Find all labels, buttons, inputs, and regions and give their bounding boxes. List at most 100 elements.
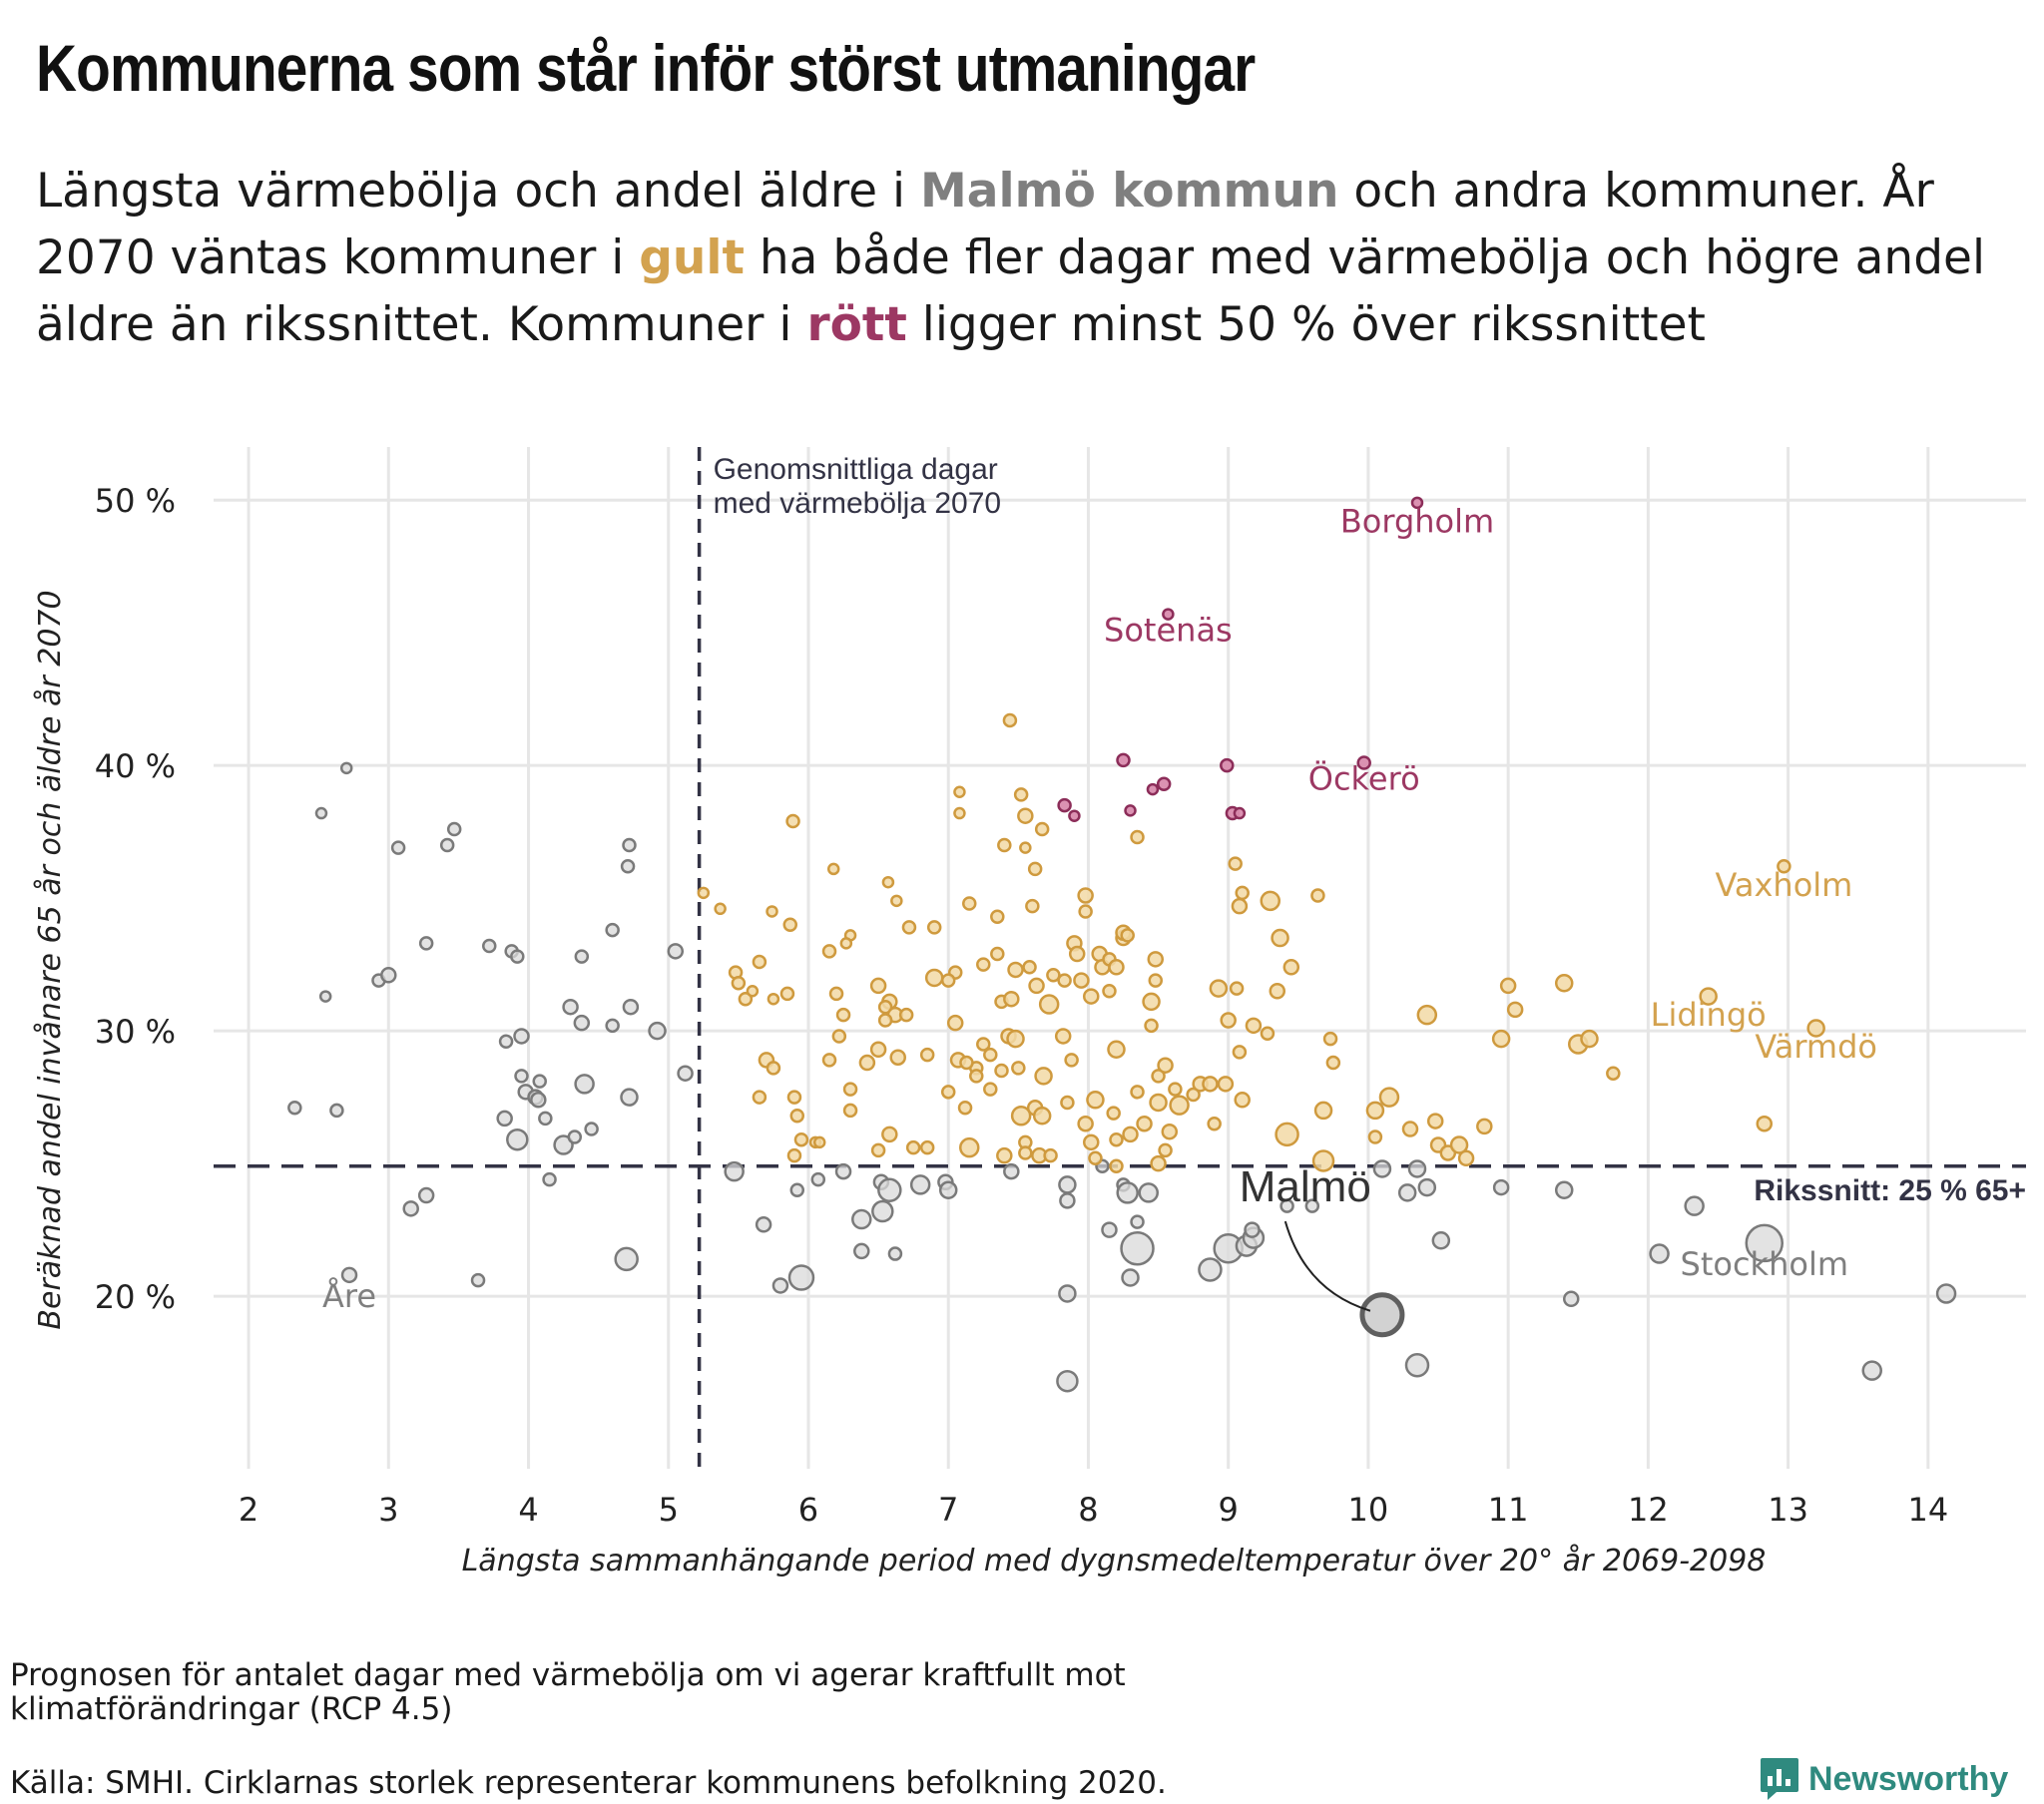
- x-tick-label: 6: [798, 1491, 818, 1529]
- logo-text: Newsworthy: [1808, 1759, 2009, 1798]
- data-point-grey: [287, 1101, 302, 1116]
- data-point-gold: [1506, 1001, 1524, 1019]
- data-point-grey: [1492, 1178, 1510, 1196]
- data-point-grey: [496, 1110, 513, 1128]
- data-point-gold: [714, 902, 727, 916]
- data-point-gold: [924, 968, 944, 988]
- data-point-grey: [877, 1177, 902, 1202]
- data-point-gold: [842, 1103, 858, 1119]
- data-point-red: [1220, 757, 1235, 773]
- data-point-gold: [976, 1037, 991, 1052]
- data-point-gold: [901, 920, 917, 935]
- data-point-grey: [1244, 1221, 1261, 1238]
- data-point-gold: [877, 1013, 893, 1028]
- chart-title: Kommunerna som står inför störst utmanin…: [36, 31, 1256, 105]
- data-point-grey: [402, 1200, 419, 1217]
- data-point-grey: [1554, 1180, 1574, 1199]
- data-point-red: [1410, 496, 1424, 510]
- data-point-gold: [959, 1055, 974, 1071]
- data-point-grey: [1745, 1223, 1785, 1263]
- data-point-gold: [1401, 1121, 1419, 1137]
- x-axis-label: Längsta sammanhängande period med dygnsm…: [462, 1544, 1767, 1578]
- data-point-gold: [1144, 1018, 1159, 1034]
- malmo-point: [1359, 1292, 1405, 1338]
- x-tick-label: 11: [1488, 1491, 1529, 1529]
- data-point-gold: [766, 905, 778, 918]
- data-point-gold: [785, 813, 800, 829]
- data-point-gold: [1777, 858, 1791, 874]
- data-point-gold: [1228, 856, 1243, 871]
- data-point-grey: [573, 1014, 591, 1032]
- data-point-gold: [1064, 1053, 1079, 1068]
- vertical-reference-label: Genomsnittliga dagar med värmebölja 2070: [714, 453, 1002, 520]
- data-point-grey: [567, 1129, 583, 1144]
- subtitle-highlight-malmo: Malmö kommun: [920, 164, 1339, 219]
- data-point-gold: [746, 984, 760, 998]
- x-tick-label: 10: [1348, 1491, 1389, 1529]
- x-tick-label: 3: [378, 1491, 398, 1529]
- data-point-gold: [812, 1135, 826, 1149]
- data-point-gold: [919, 1139, 935, 1155]
- data-point-grey: [1116, 1181, 1139, 1204]
- chart-subtitle: Längsta värmebölja och andel äldre i Mal…: [36, 158, 2012, 358]
- data-point-gold: [1019, 841, 1032, 854]
- data-point-gold: [1606, 1066, 1621, 1081]
- data-point-grey: [1372, 1159, 1392, 1178]
- data-point-gold: [1122, 1126, 1139, 1143]
- data-point-grey: [1684, 1195, 1705, 1216]
- data-point-gold: [1491, 1029, 1511, 1049]
- data-point-gold: [1088, 1150, 1103, 1166]
- data-point-gold: [889, 1049, 906, 1066]
- data-point-gold: [1077, 887, 1094, 904]
- subtitle-part-3: ha både fler dagar med värmebölja och hö…: [36, 230, 1986, 352]
- point-label-grey: Åre: [322, 1277, 376, 1315]
- data-point-gold: [1142, 992, 1161, 1012]
- point-label-gold: Vaxholm: [1715, 866, 1852, 904]
- data-point-grey: [1059, 1192, 1076, 1209]
- data-point-grey: [1003, 1162, 1020, 1180]
- data-point-gold: [1229, 981, 1245, 996]
- data-point-grey: [648, 1021, 667, 1041]
- data-point-gold: [1207, 1116, 1222, 1131]
- data-point-gold: [1054, 1028, 1072, 1045]
- data-point-grey: [574, 1074, 595, 1095]
- data-point-grey: [538, 1111, 553, 1127]
- data-point-gold: [1202, 1076, 1219, 1093]
- data-point-grey: [755, 1216, 772, 1233]
- data-point-gold: [1017, 807, 1034, 824]
- data-point-gold: [969, 1069, 984, 1084]
- data-point-gold: [1260, 890, 1280, 912]
- data-point-grey: [667, 943, 685, 960]
- data-point-gold: [1416, 1004, 1438, 1026]
- data-point-gold: [828, 986, 844, 1002]
- data-point-gold: [1022, 960, 1037, 975]
- data-point-gold: [962, 896, 977, 911]
- data-point-gold: [826, 862, 840, 876]
- data-point-gold: [881, 1126, 898, 1143]
- data-point-grey: [622, 998, 640, 1016]
- data-point-gold: [835, 1007, 851, 1023]
- data-point-grey: [1121, 1268, 1140, 1287]
- data-point-gold: [752, 954, 767, 970]
- data-point-gold: [1499, 977, 1517, 995]
- data-point-red: [1116, 752, 1131, 768]
- data-point-gold: [1232, 1045, 1248, 1060]
- data-point-gold: [1311, 1149, 1335, 1172]
- data-point-grey: [574, 949, 590, 964]
- data-point-grey: [871, 1199, 894, 1223]
- data-point-gold: [1130, 829, 1145, 845]
- data-point-gold: [1271, 928, 1289, 948]
- data-point-gold: [1275, 1122, 1299, 1147]
- data-point-gold: [1806, 1019, 1825, 1038]
- point-labels: Borgholm Sotenäs Öckerö Vaxholm LidingöVärmd…: [322, 502, 1877, 1315]
- data-point-gold: [996, 1146, 1013, 1164]
- x-tick-label: 7: [938, 1491, 958, 1529]
- data-point-gold: [919, 1047, 935, 1063]
- data-point-gold: [959, 1136, 980, 1158]
- data-point-grey: [909, 1174, 931, 1195]
- data-point-grey: [834, 1162, 852, 1180]
- data-point-grey: [1861, 1360, 1882, 1381]
- data-point-gold: [1147, 951, 1165, 968]
- data-point-gold: [890, 894, 903, 908]
- point-label-gold: Värmdö: [1755, 1028, 1877, 1066]
